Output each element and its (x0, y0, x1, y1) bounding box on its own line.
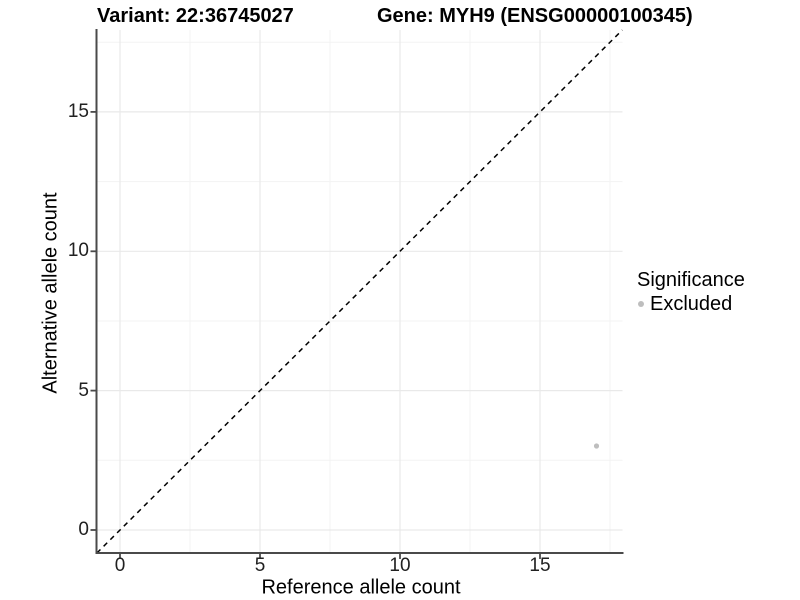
legend: Significance Excluded (637, 269, 745, 315)
identity-reference-line (96, 29, 623, 554)
legend-title: Significance (637, 269, 745, 291)
x-tick-label-0: 0 (114, 555, 126, 576)
tick-marks (90, 111, 541, 559)
x-tick-label-5: 5 (254, 555, 266, 576)
y-tick-label-0: 0 (78, 519, 89, 540)
gene-title: Gene: MYH9 (ENSG00000100345) (377, 5, 693, 27)
data-point-excluded (593, 443, 600, 449)
y-tick-label-5: 5 (78, 380, 89, 401)
x-tick-label-15: 15 (529, 555, 551, 576)
x-axis-title: Reference allele count (261, 576, 461, 599)
variant-title: Variant: 22:36745027 (97, 5, 294, 27)
axis-lines (95, 29, 624, 554)
legend-key-circle-icon (638, 301, 644, 307)
x-tick-label-10: 10 (389, 555, 411, 576)
minor-gridlines (96, 30, 623, 553)
legend-entry-excluded: Excluded (637, 293, 745, 315)
y-tick-label-15: 15 (67, 101, 89, 122)
major-gridlines (96, 30, 623, 553)
y-axis-title: Alternative allele count (39, 192, 62, 394)
legend-entry-label: Excluded (650, 293, 733, 315)
y-tick-label-10: 10 (67, 240, 89, 261)
